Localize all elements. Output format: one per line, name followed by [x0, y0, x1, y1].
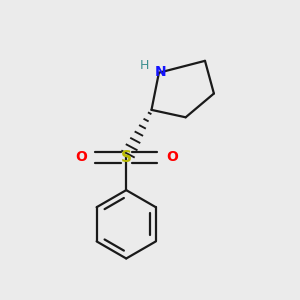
Text: O: O — [166, 150, 178, 164]
Text: N: N — [154, 65, 166, 79]
Text: S: S — [121, 150, 132, 165]
Text: H: H — [140, 59, 149, 72]
Text: O: O — [75, 150, 87, 164]
